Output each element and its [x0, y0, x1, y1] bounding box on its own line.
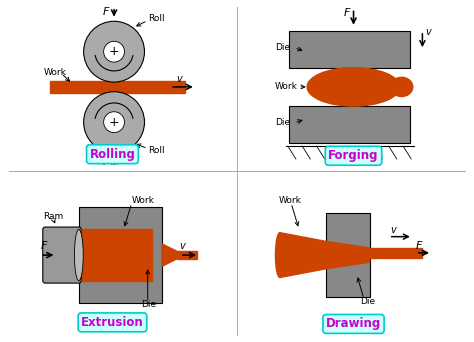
Circle shape: [104, 112, 125, 133]
Text: F: F: [103, 6, 109, 17]
Text: Work: Work: [132, 196, 155, 205]
FancyBboxPatch shape: [290, 31, 410, 68]
Text: v: v: [176, 74, 182, 84]
FancyBboxPatch shape: [176, 251, 197, 259]
Polygon shape: [162, 244, 176, 266]
Text: Extrusion: Extrusion: [81, 316, 144, 329]
Text: Die: Die: [275, 43, 290, 52]
Circle shape: [104, 41, 125, 62]
Polygon shape: [326, 241, 370, 269]
Text: F: F: [344, 8, 350, 18]
Text: Die: Die: [275, 118, 290, 128]
Ellipse shape: [391, 77, 413, 96]
FancyBboxPatch shape: [290, 106, 410, 143]
Circle shape: [83, 92, 145, 153]
Text: Work: Work: [44, 68, 66, 77]
FancyBboxPatch shape: [43, 227, 81, 283]
Text: v: v: [391, 225, 396, 235]
Text: v: v: [180, 241, 185, 251]
FancyBboxPatch shape: [370, 248, 422, 258]
FancyBboxPatch shape: [50, 81, 184, 93]
Text: Work: Work: [278, 196, 301, 205]
Text: Die: Die: [360, 297, 375, 306]
Text: v: v: [426, 27, 431, 38]
Text: +: +: [109, 45, 119, 58]
Ellipse shape: [74, 229, 83, 281]
Text: +: +: [109, 116, 119, 129]
Text: Die: Die: [141, 300, 156, 309]
Polygon shape: [280, 233, 326, 277]
FancyBboxPatch shape: [326, 213, 370, 297]
Ellipse shape: [307, 68, 400, 106]
Text: Forging: Forging: [328, 149, 379, 162]
FancyBboxPatch shape: [82, 229, 153, 281]
Ellipse shape: [275, 233, 284, 277]
Text: Work: Work: [275, 82, 298, 91]
Text: Roll: Roll: [148, 146, 164, 156]
Text: Rolling: Rolling: [90, 148, 136, 161]
Text: F: F: [103, 157, 109, 167]
Text: Ram: Ram: [44, 212, 64, 221]
Text: F: F: [40, 241, 47, 251]
Text: F: F: [416, 241, 422, 251]
Text: Drawing: Drawing: [326, 317, 381, 330]
FancyBboxPatch shape: [79, 207, 162, 303]
Circle shape: [83, 21, 145, 82]
Text: Roll: Roll: [148, 14, 164, 23]
